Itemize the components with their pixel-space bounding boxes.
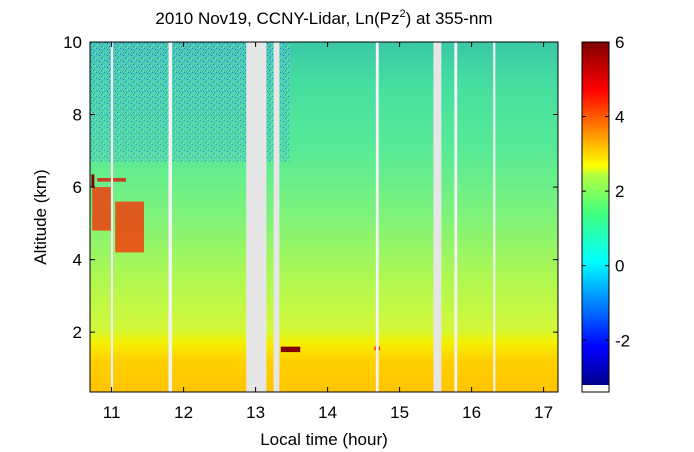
no-data-gap-1 [168,42,173,392]
y-tick-label: 6 [73,178,82,197]
colorbar-tick-label: 0 [615,257,624,276]
x-axis-ticks: 11 12 13 14 15 16 17 [103,42,553,422]
colorbar-frame [581,41,610,393]
no-data-gap-2 [246,42,267,392]
no-data-gap-5 [433,42,442,392]
colorbar-bottom-swatch [582,385,609,392]
x-axis-label: Local time (hour) [260,430,388,449]
x-tick-label: 16 [462,403,481,422]
colorbar-ticks: -2 0 2 4 6 [582,33,630,350]
no-data-gap-4 [375,42,379,392]
y-tick-label: 2 [73,323,82,342]
cloud-feature-1 [92,187,112,231]
cloud-feature-2 [115,201,144,253]
y-tick-label: 4 [73,251,82,270]
no-data-gap-3 [273,42,280,392]
x-tick-label: 15 [390,403,409,422]
no-data-gaps [110,42,496,392]
cloud-feature-4 [280,346,301,353]
y-axis-label: Altitude (km) [31,169,50,264]
heatmap-plot-area: 11 12 13 14 15 16 17 2 4 6 8 10 [63,33,559,422]
colorbar-gradient [582,42,609,385]
x-tick-label: 13 [246,403,265,422]
cloud-feature-0 [91,174,95,188]
y-tick-label: 8 [73,106,82,125]
x-tick-label: 17 [534,403,553,422]
no-data-gap-6 [454,42,458,392]
no-data-gap-7 [493,42,496,392]
x-tick-label: 11 [103,403,121,422]
colorbar-tick-label: 6 [615,33,624,52]
y-axis-ticks: 2 4 6 8 10 [63,33,558,342]
x-tick-label: 14 [318,403,337,422]
colorbar-tick-label: 4 [615,108,624,127]
chart-title: 2010 Nov19, CCNY-Lidar, Ln(Pz2) at 355-n… [155,8,492,28]
colorbar: -2 0 2 4 6 [581,33,630,393]
plot-frame [89,41,559,393]
no-data-gap-0 [110,42,114,392]
y-tick-label: 10 [63,33,82,52]
x-tick-label: 12 [174,403,193,422]
colorbar-tick-label: 2 [615,182,624,201]
colorbar-tick-label: -2 [615,331,630,350]
